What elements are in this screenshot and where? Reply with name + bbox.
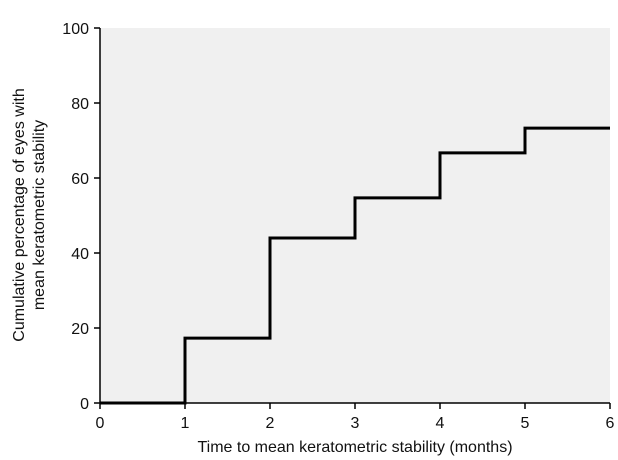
x-tick-label: 0 <box>96 415 105 432</box>
y-axis-label-line-1: Cumulative percentage of eyes with <box>11 88 28 341</box>
x-tick-label: 6 <box>606 415 615 432</box>
y-axis-label: Cumulative percentage of eyes with mean … <box>11 88 48 341</box>
x-tick-label: 1 <box>181 415 190 432</box>
y-tick-label: 40 <box>71 246 89 263</box>
y-tick-label: 60 <box>71 171 89 188</box>
y-tick-label: 20 <box>71 321 89 338</box>
x-axis-label: Time to mean keratometric stability (mon… <box>197 439 512 456</box>
x-tick-label: 4 <box>436 415 445 432</box>
y-tick-label: 100 <box>62 21 89 38</box>
y-tick-label: 0 <box>80 396 89 413</box>
step-series-line <box>100 126 610 405</box>
x-tick-label: 2 <box>266 415 275 432</box>
x-tick-label: 5 <box>521 415 530 432</box>
y-tick-label: 80 <box>71 96 89 113</box>
series <box>100 126 610 405</box>
y-axis-label-line-2: mean keratometric stability <box>31 120 48 310</box>
x-tick-label: 3 <box>351 415 360 432</box>
